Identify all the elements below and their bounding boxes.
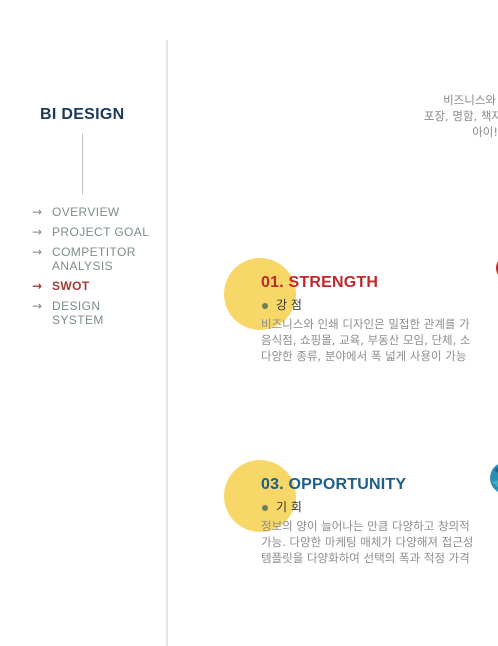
subtitle-text: 강 점: [276, 298, 302, 312]
subtitle-text: 기 회: [276, 500, 302, 514]
intro-line: 비즈니스와: [443, 93, 496, 107]
nav-label: COMPETITOR ANALYSIS: [52, 245, 136, 273]
nav-label: SWOT: [52, 279, 90, 293]
sidebar-divider: [166, 40, 168, 646]
body-line: 음식점, 쇼핑몰, 교육, 부동산 모임, 단체, 소: [261, 333, 471, 347]
section-title: 01. STRENGTH: [261, 274, 379, 291]
body-line: 정보의 양이 늘어나는 만큼 다양하고 창의적: [261, 519, 470, 533]
nav-item-competitor-analysis[interactable]: → COMPETITOR ANALYSIS: [32, 245, 152, 273]
intro-line: 아이!: [472, 125, 498, 139]
section-subtitle: 기 회: [262, 498, 302, 515]
section-title: 03. OPPORTUNITY: [261, 476, 407, 493]
nav-label: DESIGN SYSTEM: [52, 299, 104, 327]
nav-item-project-goal[interactable]: → PROJECT GOAL: [32, 225, 152, 239]
nav-item-swot[interactable]: → SWOT: [32, 279, 152, 293]
strength-graphic-icon: [496, 261, 498, 275]
intro-line: 포장, 명함, 책자: [423, 109, 498, 123]
section-subtitle: 강 점: [262, 296, 302, 313]
nav-item-overview[interactable]: → OVERVIEW: [32, 205, 152, 219]
arrow-right-icon: →: [32, 245, 43, 259]
nav-item-design-system[interactable]: → DESIGN SYSTEM: [32, 299, 152, 327]
arrow-right-icon: →: [32, 225, 43, 239]
sidebar-title: BI DESIGN: [40, 106, 125, 123]
body-line: 다양한 종류, 분야에서 폭 넓게 사용이 가능: [261, 349, 467, 363]
section-body: 정보의 양이 늘어나는 만큼 다양하고 창의적 가능. 다양한 마케팅 매체가 …: [261, 518, 498, 566]
section-body: 비즈니스와 인쇄 디자인은 밀접한 관계를 가 음식점, 쇼핑몰, 교육, 부동…: [261, 316, 498, 364]
body-line: 템플릿을 다양화하여 선택의 폭과 적정 가격: [261, 551, 470, 565]
sidebar-nav: → OVERVIEW → PROJECT GOAL → COMPETITOR A…: [32, 205, 152, 333]
accent-circle: [224, 460, 296, 532]
intro-text: 비즈니스와 포장, 명함, 책자 아이!: [424, 92, 498, 140]
bullet-dot-icon: [262, 504, 268, 511]
bullet-dot-icon: [262, 302, 268, 309]
body-line: 가능. 다양한 마케팅 매체가 다양해져 접근성: [261, 535, 474, 549]
title-connector-line: [82, 134, 83, 194]
arrow-right-icon: →: [32, 205, 43, 219]
arrow-right-icon: →: [32, 299, 43, 313]
body-line: 비즈니스와 인쇄 디자인은 밀접한 관계를 가: [261, 317, 470, 331]
arrow-right-icon: →: [32, 279, 43, 293]
opportunity-graphic-icon: [490, 464, 498, 492]
accent-circle: [224, 258, 296, 330]
nav-label: OVERVIEW: [52, 205, 120, 219]
nav-label: PROJECT GOAL: [52, 225, 150, 239]
